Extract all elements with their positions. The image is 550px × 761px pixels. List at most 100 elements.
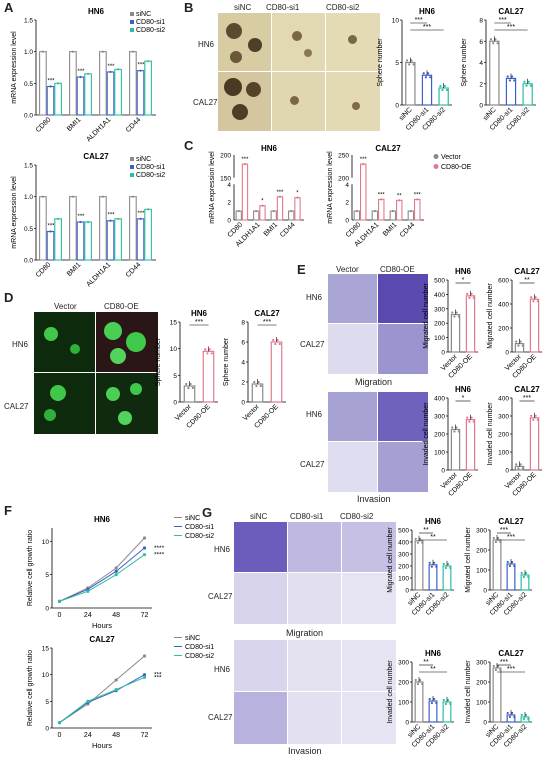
data-point <box>497 664 500 668</box>
x-tick-label: CD44 <box>399 221 417 239</box>
data-point <box>515 463 518 466</box>
data-point <box>41 195 45 198</box>
data-point <box>290 209 293 213</box>
y-tick-label: 0 <box>241 400 245 407</box>
y-tick-label: 200 <box>220 153 231 160</box>
bar <box>84 221 92 261</box>
data-point <box>101 195 104 198</box>
bar <box>202 350 215 403</box>
bar <box>84 73 92 116</box>
data-point <box>405 59 409 62</box>
bar <box>421 74 433 106</box>
y-axis-label: Sphere number <box>377 38 384 87</box>
data-point <box>191 386 194 390</box>
e-row-hn6-mig: HN6 <box>306 293 323 302</box>
data-point <box>139 69 142 72</box>
g-image-cal27-sinc-mig <box>234 573 287 624</box>
data-point <box>447 562 450 566</box>
bar <box>106 220 115 261</box>
bar <box>465 419 476 471</box>
data-point <box>362 163 365 166</box>
chart-a2: 0.0 0.5 1.0 1.5 CAL27 mRNA expression level **… <box>11 152 165 288</box>
data-point <box>237 209 240 213</box>
x-axis-label: Hours <box>92 741 112 750</box>
data-point <box>530 296 533 299</box>
data-point <box>510 560 514 564</box>
y-tick-label: 5 <box>45 699 49 706</box>
e-image-hn6-oe-inv <box>378 392 428 441</box>
legend-swatch <box>130 28 134 32</box>
sig-label: ** <box>430 666 436 673</box>
g-image-hn6-si1-mig <box>288 522 341 572</box>
y-tick-label: 300 <box>476 528 487 535</box>
x-tick-label: 0 <box>58 732 62 739</box>
chart-title: CAL27 <box>498 649 524 658</box>
data-point <box>276 338 279 342</box>
panel-letter-a: A <box>4 0 14 15</box>
x-tick-label: BMI1 <box>66 116 83 133</box>
b-col-sinc: siNC <box>234 3 252 12</box>
y-tick-label: 10 <box>42 539 50 546</box>
sig-label: *** <box>47 224 55 230</box>
bar <box>39 196 47 261</box>
e-micrograph-grid-invasion <box>328 392 428 492</box>
x-tick-label: 48 <box>112 612 120 619</box>
g-micrograph-grid-migration <box>234 522 396 624</box>
data-point <box>398 199 401 202</box>
y-tick-label: 5 <box>173 373 177 380</box>
chart-title: HN6 <box>425 649 442 658</box>
y-axis-label: Migrated cell number <box>487 283 494 349</box>
y-axis-label: mRNA expression level <box>11 31 18 104</box>
y-tick-label: 300 <box>398 552 409 559</box>
x-tick-label: ALDH1A1 <box>85 261 112 288</box>
bar <box>46 230 55 261</box>
bar <box>450 428 461 471</box>
y-tick-label: 0 <box>173 400 177 407</box>
y-tick-label: 1.5 <box>24 18 33 25</box>
sig-label: *** <box>47 79 55 85</box>
g-image-cal27-si2-mig <box>342 573 396 624</box>
data-point <box>442 562 445 566</box>
bar <box>428 700 438 723</box>
data-point <box>261 204 264 207</box>
legend-swatch <box>433 164 439 169</box>
y-tick-label: 300 <box>434 306 445 313</box>
data-point <box>447 698 450 702</box>
data-point <box>419 678 422 682</box>
data-point <box>521 344 524 347</box>
g-col-sinc: siNC <box>250 512 268 521</box>
data-point <box>117 217 120 220</box>
data-point <box>510 711 514 715</box>
legend-label: CD80-si2 <box>185 533 214 540</box>
g-row-cal27-mig: CAL27 <box>208 592 233 601</box>
data-point <box>453 430 456 433</box>
chart-title: HN6 <box>191 309 208 318</box>
y-tick-label: 300 <box>398 660 409 667</box>
data-point <box>453 315 456 318</box>
bar <box>259 205 266 221</box>
data-point <box>428 561 431 564</box>
data-point <box>455 426 458 429</box>
sig-label: *** <box>137 211 145 217</box>
legend-swatch <box>130 173 134 177</box>
e-row-cal27-inv: CAL27 <box>300 460 325 469</box>
sig-label: *** <box>423 24 431 31</box>
bar <box>428 564 438 591</box>
y-tick-label: 4 <box>479 60 483 67</box>
sig-label: *** <box>107 64 115 70</box>
data-point <box>142 675 147 679</box>
y-tick-label: 400 <box>434 396 445 403</box>
y-tick-label: 100 <box>476 568 487 575</box>
panel-letter-e: E <box>297 262 306 277</box>
bar <box>136 218 145 261</box>
bar <box>39 51 47 116</box>
bar <box>378 198 385 221</box>
b-micrograph-grid <box>218 13 380 131</box>
data-point <box>457 430 460 433</box>
x-tick-label: CD44 <box>279 221 297 239</box>
bar <box>76 221 85 261</box>
data-point <box>409 209 412 213</box>
